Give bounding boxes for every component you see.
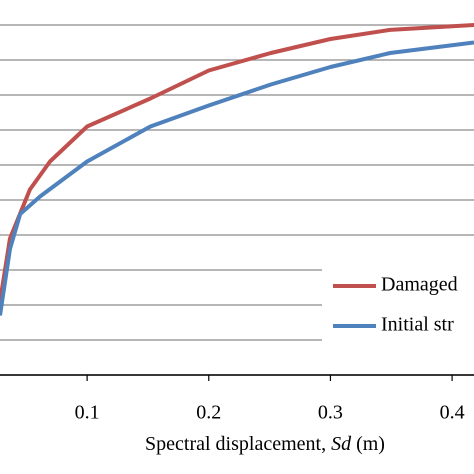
x-tick-label: 0.3 — [318, 402, 343, 424]
x-tick-label: 0.2 — [196, 402, 221, 424]
series-line — [0, 23, 474, 302]
x-tick-label: 0.4 — [440, 402, 465, 424]
x-axis-label: Spectral displacement, Sd (m) — [145, 433, 385, 455]
series-line — [0, 40, 474, 316]
x-tick-label: 0.1 — [75, 402, 100, 424]
x-label-part: (m) — [351, 433, 385, 455]
x-label-part: Spectral displacement, — [145, 433, 331, 455]
legend-box — [322, 262, 474, 344]
legend-label: Damaged — [381, 274, 458, 296]
x-label-part: Sd — [331, 433, 352, 455]
legend-label: Initial str — [381, 314, 454, 336]
